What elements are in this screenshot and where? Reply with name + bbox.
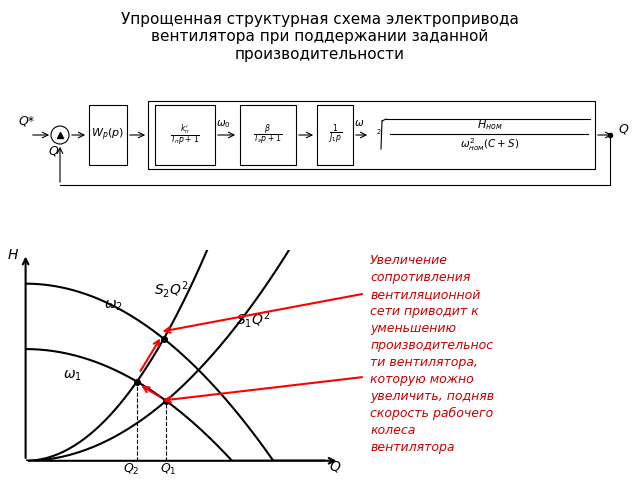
Text: $W_р(p)$: $W_р(p)$ [92,127,125,143]
Text: $Q_1$: $Q_1$ [160,462,177,477]
Text: Q*: Q* [18,115,34,128]
FancyBboxPatch shape [240,105,296,165]
Text: Упрощенная структурная схема электропривода
вентилятора при поддержании заданной: Упрощенная структурная схема электроприв… [121,12,519,62]
Text: Увеличение
сопротивления
вентиляционной
сети приводит к
уменьшению
производитель: Увеличение сопротивления вентиляционной … [370,254,494,454]
Text: $\frac{1}{J_1 p}$: $\frac{1}{J_1 p}$ [328,123,342,147]
Text: $Q_2$: $Q_2$ [122,462,139,477]
Text: $\omega_0$: $\omega_0$ [216,118,231,130]
FancyBboxPatch shape [155,105,215,165]
FancyBboxPatch shape [317,105,353,165]
Text: $\omega_1$: $\omega_1$ [63,369,82,384]
Text: $\frac{\beta}{T_{э}p+1}$: $\frac{\beta}{T_{э}p+1}$ [253,122,283,148]
Text: $\frac{k_{п}^{\prime}}{T_{п}p+1}$: $\frac{k_{п}^{\prime}}{T_{п}p+1}$ [170,122,200,148]
Text: $\omega$: $\omega$ [354,118,364,128]
Text: $\omega_2$: $\omega_2$ [104,298,123,312]
Text: $S_2Q^2$: $S_2Q^2$ [154,279,188,300]
Text: Q: Q [330,459,340,473]
FancyBboxPatch shape [89,105,127,165]
Text: $^2$: $^2$ [376,129,381,139]
Text: Q: Q [618,123,628,136]
Text: $S_1Q^2$: $S_1Q^2$ [236,309,271,330]
Text: H: H [8,248,19,262]
Text: $\omega^2_{ном}(C+S)$: $\omega^2_{ном}(C+S)$ [460,137,520,154]
Text: $H_{ном}$: $H_{ном}$ [477,118,503,132]
FancyBboxPatch shape [148,101,595,169]
Text: Q: Q [48,145,58,158]
